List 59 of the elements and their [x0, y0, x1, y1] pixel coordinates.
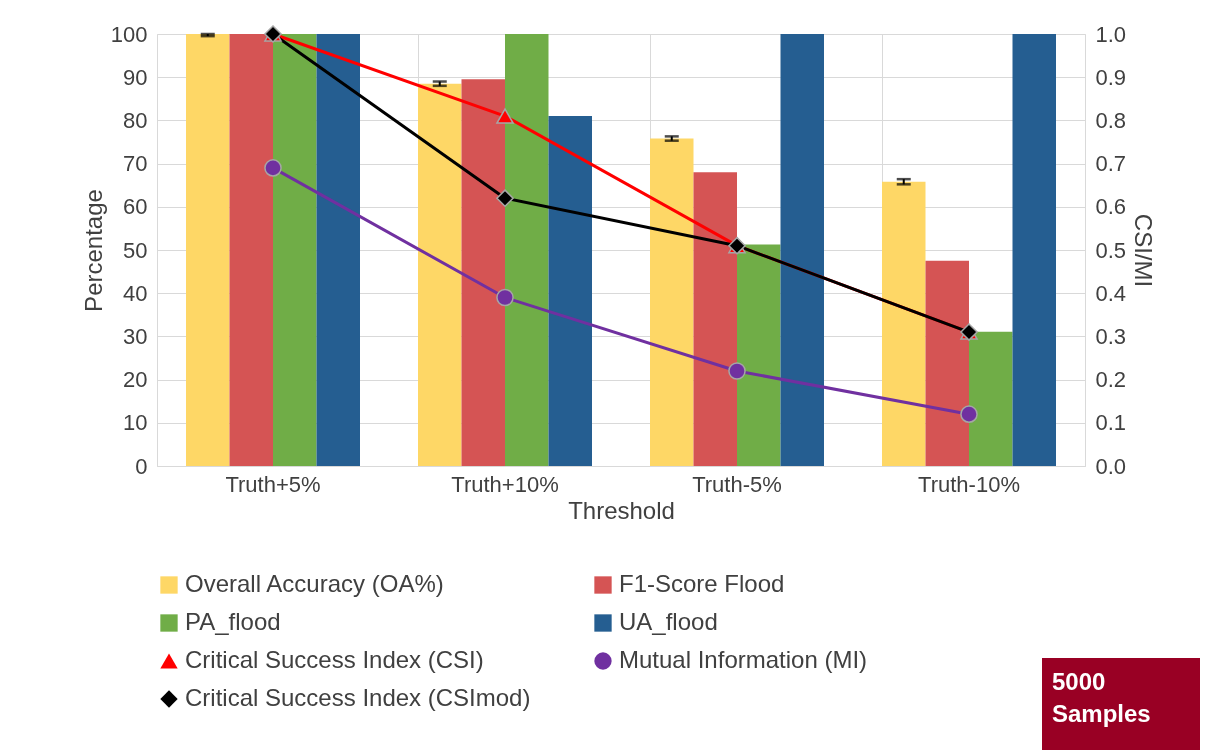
bar	[969, 331, 1013, 466]
bar	[925, 260, 969, 466]
y2-tick-label: 0.8	[1095, 107, 1127, 133]
bar	[1012, 34, 1056, 466]
y2-tick-label: 0.5	[1095, 237, 1127, 263]
y-tick-label: 60	[123, 194, 148, 220]
bar	[186, 34, 230, 466]
bar	[548, 116, 592, 466]
y-tick-label: 0	[135, 453, 148, 479]
x-tick-label: Truth-5%	[692, 471, 782, 497]
y2-tick-label: 1.0	[1095, 21, 1127, 47]
bar	[316, 34, 360, 466]
legend-label: Critical Success Index (CSI)	[185, 646, 484, 673]
point	[728, 362, 746, 380]
legend-label: Overall Accuracy (OA%)	[185, 570, 444, 597]
y-tick-label: 10	[123, 410, 148, 436]
y2-tick-label: 0.4	[1095, 280, 1127, 306]
y-tick-label: 100	[110, 21, 148, 47]
y-tick-label: 30	[123, 323, 148, 349]
legend-label: Critical Success Index (CSImod)	[185, 684, 531, 711]
y-tick-label: 90	[123, 64, 148, 90]
bar	[418, 83, 462, 466]
y2-tick-label: 0.1	[1095, 410, 1127, 436]
point	[264, 159, 282, 177]
text: 5000 Samples	[1042, 658, 1200, 750]
point	[496, 189, 514, 207]
y2-tick-label: 0.6	[1095, 194, 1127, 220]
bar	[882, 181, 926, 466]
x-axis-title: Threshold	[568, 496, 675, 524]
point	[960, 405, 978, 423]
y-tick-label: 80	[123, 107, 148, 133]
bar	[737, 244, 781, 466]
y2-tick-label: 0.3	[1095, 323, 1127, 349]
y-tick-label: 40	[123, 280, 148, 306]
bar	[650, 138, 694, 466]
x-tick-label: Truth-10%	[918, 471, 1020, 497]
y2-tick-label: 0.9	[1095, 64, 1127, 90]
bar	[461, 79, 505, 466]
y-tick-label: 20	[123, 367, 148, 393]
x-tick-label: Truth+5%	[225, 471, 321, 497]
x-tick-label: Truth+10%	[451, 471, 559, 497]
y2-tick-label: 0.0	[1095, 453, 1127, 479]
bar	[229, 34, 273, 466]
bar	[693, 172, 737, 466]
y2-axis-title: CSI/MI	[1130, 213, 1158, 288]
y-tick-label: 70	[123, 151, 148, 177]
y-axis-title: Percentage	[79, 189, 107, 312]
y2-tick-label: 0.2	[1095, 367, 1127, 393]
point	[496, 108, 514, 124]
point	[496, 288, 514, 307]
bar	[273, 34, 317, 466]
legend-label: F1-Score Flood	[619, 570, 785, 597]
legend-label: UA_flood	[619, 608, 718, 635]
legend-label: PA_flood	[185, 608, 281, 635]
y2-tick-label: 0.7	[1095, 151, 1127, 177]
bar	[505, 34, 549, 466]
legend-label: Mutual Information (MI)	[619, 646, 868, 673]
bar	[780, 34, 824, 466]
y-tick-label: 50	[123, 237, 148, 263]
